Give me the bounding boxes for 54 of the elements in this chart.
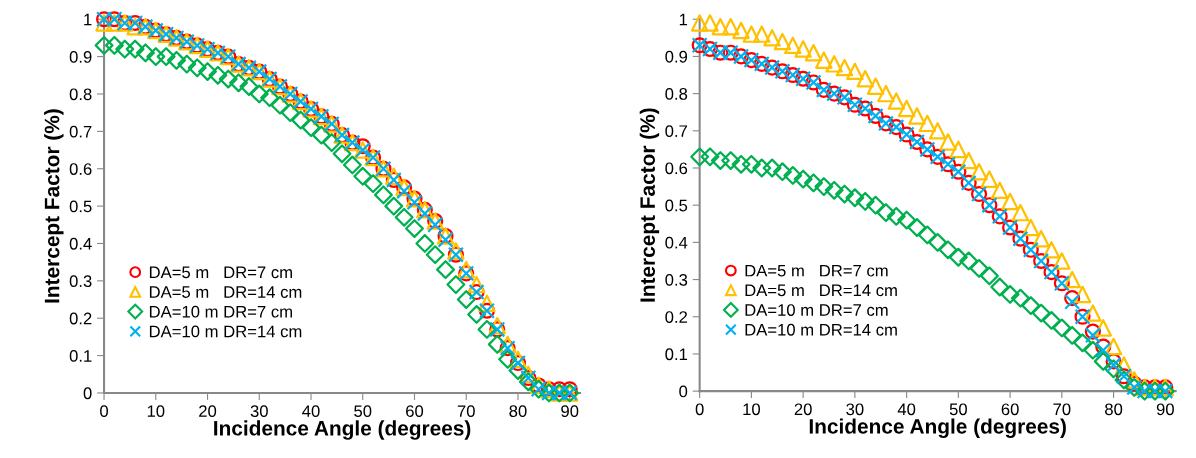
x-tick-label: 90	[1156, 403, 1174, 416]
y-tick-label: 0.4	[665, 236, 688, 249]
x-tick-label: 40	[302, 405, 320, 418]
y-tick-label: 0	[679, 385, 688, 398]
x-tick-label: 0	[695, 403, 704, 416]
y-tick-label: 0.9	[69, 51, 92, 63]
x-tick-label: 70	[457, 405, 475, 418]
legend-label: DA=5 m DR=14 cm	[149, 286, 302, 298]
x-tick-label: 50	[949, 403, 967, 416]
x-tick-label: 60	[406, 405, 424, 418]
y-tick-label: 0.9	[665, 50, 688, 63]
x-tick-label: 70	[1053, 403, 1071, 416]
legend-label: DA=10 m DR=7 cm	[149, 305, 292, 318]
y-axis-title: Intercept Factor (%)	[44, 109, 64, 303]
y-tick-label: 0.7	[665, 125, 688, 138]
legend-label: DA=10 m DR=14 cm	[149, 325, 302, 338]
legend-label: DA=5 m DR=7 cm	[149, 266, 292, 279]
y-tick-label: 0.5	[69, 200, 92, 213]
y-tick-label: 0.4	[69, 237, 92, 250]
legend-label: DA=5 m DR=7 cm	[745, 264, 888, 277]
y-tick-label: 0.7	[69, 125, 92, 138]
y-tick-label: 0.1	[69, 349, 92, 362]
x-tick-label: 10	[743, 403, 761, 416]
y-tick-label: 1	[679, 13, 688, 26]
x-tick-label: 80	[509, 405, 527, 418]
y-tick-label: 0.6	[69, 163, 92, 175]
legend-label: DA=10 m DR=14 cm	[745, 323, 897, 336]
x-axis-title: Incidence Angle (degrees)	[809, 418, 1066, 438]
x-tick-label: 20	[794, 403, 812, 416]
y-tick-label: 0.2	[69, 312, 92, 325]
x-tick-label: 20	[199, 405, 217, 418]
y-tick-label: 0.5	[665, 199, 688, 212]
legend-label: DA=10 m DR=7 cm	[745, 304, 888, 316]
x-axis-title: Incidence Angle (degrees)	[214, 420, 471, 440]
y-tick-label: 1	[84, 13, 92, 26]
x-tick-label: 30	[846, 403, 864, 416]
x-tick-label: 60	[1001, 403, 1019, 416]
x-tick-label: 0	[100, 405, 109, 418]
y-tick-label: 0.2	[665, 311, 688, 323]
y-tick-label: 0.3	[665, 273, 688, 286]
y-tick-label: 0.6	[665, 162, 688, 175]
x-tick-label: 30	[250, 405, 268, 418]
y-tick-label: 0.8	[69, 88, 92, 101]
y-tick-label: 0.3	[69, 275, 92, 288]
x-tick-label: 90	[561, 405, 579, 418]
x-tick-label: 40	[897, 403, 916, 416]
y-tick-label: 0.1	[665, 348, 688, 361]
y-tick-label: 0.8	[665, 88, 688, 100]
legend-label: DA=5 m DR=14 cm	[745, 284, 897, 297]
x-tick-label: 10	[147, 405, 165, 418]
x-tick-label: 80	[1105, 403, 1123, 416]
y-axis-title: Intercept Factor (%)	[639, 108, 660, 302]
x-tick-label: 50	[354, 405, 372, 418]
y-tick-label: 0	[83, 387, 92, 400]
